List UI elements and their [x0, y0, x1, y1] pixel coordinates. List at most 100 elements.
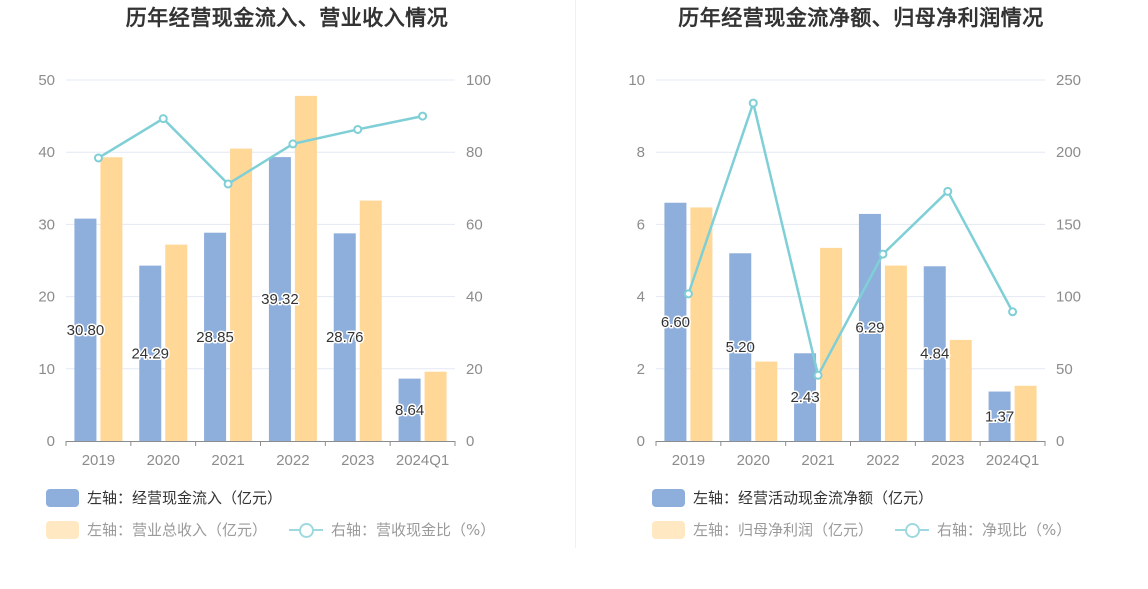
bar-data-label: 30.80 [67, 322, 105, 339]
y-left-tick-label: 50 [38, 72, 55, 89]
bar-data-label: 6.29 [855, 319, 884, 336]
legend-row-2: 左轴：营业总收入（亿元） 右轴：营收现金比（%） [46, 519, 517, 540]
y-left-tick-label: 4 [637, 289, 645, 306]
ratio-point [683, 289, 693, 299]
bar-secondary [690, 207, 713, 441]
x-tick-label: 2024Q1 [396, 452, 449, 469]
legend-item-revenue[interactable]: 左轴：营业总收入（亿元） [46, 519, 267, 540]
legend-item-cash-ratio[interactable]: 右轴：净现比（%） [895, 519, 1071, 540]
legend-label: 左轴：经营现金流入（亿元） [87, 489, 283, 507]
ratio-line [687, 101, 1014, 377]
bar-data-label: 39.32 [261, 291, 299, 308]
chart-plot: 0 10 20 30 40 50 0 20 40 60 80 100 2019 2020 2021 2022 2… [38, 72, 491, 469]
x-tick-label: 2023 [931, 452, 964, 469]
y-right-tick-label: 40 [466, 289, 483, 306]
x-tick-label: 2020 [147, 452, 180, 469]
y-left-tick-label: 2 [637, 361, 645, 378]
bar-data-label: 1.37 [985, 408, 1014, 425]
bar-primary [794, 353, 817, 441]
legend-label: 左轴：归母净利润（亿元） [693, 521, 874, 539]
legend-label: 左轴：营业总收入（亿元） [87, 521, 268, 539]
chart-title: 历年经营现金流入、营业收入情况 [125, 6, 449, 30]
chart-panel-cashflow-revenue: 历年经营现金流入、营业收入情况 0 10 20 30 40 50 0 20 40 60 80 100 2… [38, 6, 517, 540]
x-tick-label: 2019 [672, 452, 705, 469]
bar-data-label: 24.29 [131, 345, 169, 362]
bar-secondary [755, 361, 778, 441]
panel-divider [575, 0, 576, 548]
bar-primary [398, 378, 421, 441]
ratio-line [97, 114, 423, 186]
legend-item-cash-inflow[interactable]: 左轴：经营现金流入（亿元） [46, 487, 282, 508]
bar-data-label: 5.20 [726, 339, 755, 356]
ratio-point [288, 139, 298, 149]
legend-item-ratio[interactable]: 右轴：营收现金比（%） [289, 519, 495, 540]
ratio-point [878, 249, 888, 259]
bar-primary [139, 265, 162, 441]
ratio-point [93, 153, 103, 163]
bar-secondary [424, 371, 447, 441]
y-right-tick-label: 100 [466, 72, 491, 89]
x-tick-label: 2019 [82, 452, 115, 469]
chart-panel-netcash-profit: 历年经营现金流净额、归母净利润情况 0 2 4 6 8 10 0 50 100 150 200 250… [574, 0, 1148, 589]
y-left-tick-label: 10 [628, 72, 645, 89]
legend-swatch-bar [46, 488, 79, 507]
ratio-point [418, 111, 428, 121]
bar-data-label: 2.43 [790, 389, 819, 406]
bar-secondary [1014, 385, 1037, 441]
x-tick-label: 2021 [211, 452, 244, 469]
ratio-point [748, 98, 758, 108]
bar-data-label: 8.64 [395, 402, 424, 419]
bar-data-label: 28.85 [196, 329, 234, 346]
y-left-tick-label: 20 [38, 289, 55, 306]
bar-secondary [884, 265, 907, 441]
bar-primary [74, 218, 97, 441]
bar-data-label: 4.84 [920, 346, 949, 363]
ratio-point [943, 186, 953, 196]
y-right-tick-label: 20 [466, 361, 483, 378]
bar-primary [204, 232, 227, 441]
legend-swatch-bar [46, 520, 79, 539]
legend-item-net-profit[interactable]: 左轴：归母净利润（亿元） [652, 519, 873, 540]
legend-label: 左轴：经营活动现金流净额（亿元） [693, 489, 934, 507]
y-right-tick-label: 100 [1056, 289, 1081, 306]
ratio-point [813, 370, 823, 380]
ratio-point [223, 179, 233, 189]
legend-swatch-line-icon [895, 521, 930, 539]
legend-swatch-bar [652, 520, 685, 539]
bar-secondary [100, 157, 123, 441]
y-left-tick-label: 0 [47, 433, 55, 450]
y-left-tick-label: 0 [637, 433, 645, 450]
x-tick-label: 2022 [276, 452, 309, 469]
y-right-tick-label: 80 [466, 144, 483, 161]
bar-data-label: 28.76 [326, 329, 364, 346]
legend-row-1: 左轴：经营活动现金流净额（亿元） [652, 487, 955, 508]
bar-primary [268, 157, 291, 441]
y-left-tick-label: 6 [637, 216, 645, 233]
y-left-tick-label: 10 [38, 361, 55, 378]
y-right-tick-label: 50 [1056, 361, 1073, 378]
bar-primary [729, 253, 752, 441]
y-right-tick-label: 0 [1056, 433, 1064, 450]
x-tick-label: 2021 [801, 452, 834, 469]
ratio-point [1008, 307, 1018, 317]
legend-swatch-line-icon [289, 521, 324, 539]
bar-data-label: 6.60 [661, 314, 690, 331]
bar-secondary [359, 200, 382, 441]
y-right-tick-label: 0 [466, 433, 474, 450]
chart-title: 历年经营现金流净额、归母净利润情况 [678, 6, 1044, 30]
y-right-tick-label: 250 [1056, 72, 1081, 89]
x-tick-label: 2022 [866, 452, 899, 469]
legend-item-net-cashflow[interactable]: 左轴：经营活动现金流净额（亿元） [652, 487, 933, 508]
y-left-tick-label: 30 [38, 216, 55, 233]
bar-primary [923, 266, 946, 441]
legend-swatch-bar [652, 488, 685, 507]
y-left-tick-label: 8 [637, 144, 645, 161]
legend-row-1: 左轴：经营现金流入（亿元） [46, 487, 304, 508]
ratio-point [353, 124, 363, 134]
ratio-point [158, 114, 168, 124]
bar-secondary [294, 95, 317, 441]
bar-primary [333, 233, 356, 441]
y-right-tick-label: 150 [1056, 216, 1081, 233]
